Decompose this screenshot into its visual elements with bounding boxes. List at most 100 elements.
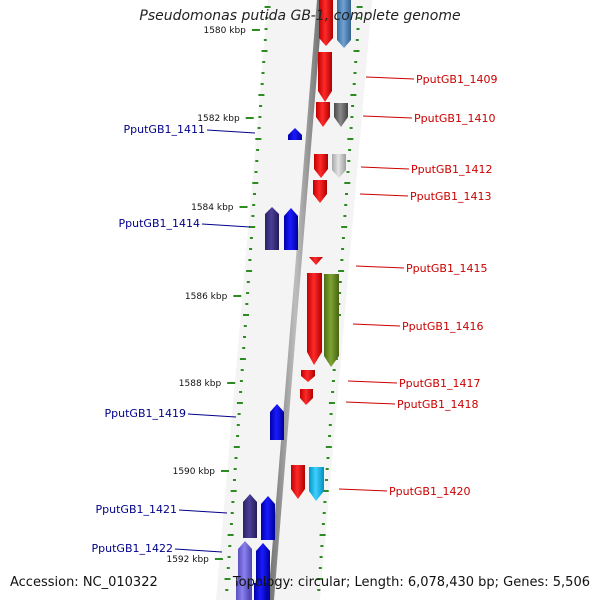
gene-arrow-1420[interactable]	[291, 465, 305, 499]
tick-mark	[233, 479, 236, 481]
tick-mark	[316, 578, 323, 580]
tick-mark	[345, 193, 348, 195]
tick-mark	[226, 567, 230, 569]
gene-leader-line	[187, 413, 237, 418]
scale-label: 1580 kbp	[203, 26, 246, 36]
tick-mark	[353, 50, 360, 52]
tick-mark	[325, 468, 329, 470]
tick-mark	[355, 39, 359, 41]
scale-label: 1582 kbp	[197, 114, 240, 124]
gene-arrow-1410[interactable]	[316, 102, 330, 127]
gene-label-pputgb1_1413[interactable]: PputGB1_1413	[410, 190, 491, 203]
tick-mark	[338, 292, 342, 294]
tick-mark	[350, 116, 354, 118]
tick-mark	[349, 127, 353, 129]
gene-label-pputgb1_1418[interactable]: PputGB1_1418	[397, 398, 478, 411]
tick-mark	[341, 248, 345, 250]
gene-label-pputgb1_1411[interactable]: PputGB1_1411	[124, 123, 205, 136]
tick-mark	[246, 292, 250, 294]
gene-arrow-1414-homolog[interactable]	[265, 207, 279, 250]
tick-mark	[325, 479, 328, 481]
tick-mark	[322, 512, 326, 514]
scale-tick	[251, 29, 260, 31]
tick-mark	[225, 589, 229, 591]
tick-mark	[243, 325, 247, 327]
gene-leader-line	[355, 265, 405, 269]
gene-arrow-1415[interactable]	[309, 257, 323, 265]
tick-mark	[351, 105, 355, 107]
tick-mark	[256, 149, 260, 151]
tick-mark	[263, 39, 267, 41]
tick-mark	[341, 237, 345, 239]
genome-backbone	[268, 0, 323, 600]
gene-arrow-1417[interactable]	[301, 370, 315, 382]
gene-label-pputgb1_1417[interactable]: PputGB1_1417	[399, 377, 480, 390]
gene-arrow-1421-homolog[interactable]	[243, 494, 257, 538]
tick-mark	[253, 193, 256, 195]
gene-arrow-1408b[interactable]	[337, 0, 351, 48]
gene-arrow-1409[interactable]	[318, 52, 332, 102]
tick-mark	[328, 402, 335, 404]
gene-arrow-1408[interactable]	[319, 0, 333, 46]
tick-mark	[257, 127, 261, 129]
scale-label: 1590 kbp	[173, 467, 216, 477]
gene-leader-line	[174, 548, 223, 553]
gene-arrows	[236, 0, 351, 600]
gene-arrow-1412[interactable]	[314, 154, 328, 178]
scale-tick	[233, 295, 242, 297]
gene-arrow-1416[interactable]	[307, 273, 322, 365]
gene-arrow-1423[interactable]	[254, 583, 268, 600]
tick-mark	[255, 160, 259, 162]
tick-mark	[264, 28, 268, 30]
tick-mark	[340, 259, 344, 261]
gene-arrow-1412-homolog[interactable]	[332, 154, 346, 178]
tick-mark	[328, 435, 332, 437]
tick-mark	[249, 226, 256, 228]
gene-arrow-1423-homolog[interactable]	[236, 581, 250, 600]
topology-text: Topology: circular; Length: 6,078,430 bp…	[232, 575, 590, 590]
gene-label-pputgb1_1419[interactable]: PputGB1_1419	[105, 407, 186, 420]
tick-mark	[249, 237, 253, 239]
tick-mark	[343, 215, 347, 217]
gene-label-pputgb1_1415[interactable]: PputGB1_1415	[406, 262, 487, 275]
tick-mark	[317, 589, 321, 591]
gene-label-pputgb1_1409[interactable]: PputGB1_1409	[416, 73, 497, 86]
gene-label-pputgb1_1421[interactable]: PputGB1_1421	[96, 503, 177, 516]
gene-arrow-1418[interactable]	[300, 389, 313, 405]
accession-text: Accession: NC_010322	[10, 575, 158, 590]
gene-label-pputgb1_1412[interactable]: PputGB1_1412	[411, 163, 492, 176]
tick-mark	[236, 424, 240, 426]
gene-arrow-1411[interactable]	[288, 128, 302, 140]
gene-label-pputgb1_1416[interactable]: PputGB1_1416	[402, 320, 483, 333]
tick-mark	[354, 61, 358, 63]
gene-arrow-1414[interactable]	[284, 208, 298, 250]
gene-arrow-1421[interactable]	[261, 496, 275, 540]
scale-tick	[221, 470, 229, 472]
tick-mark	[321, 523, 325, 525]
tick-mark	[346, 171, 350, 173]
tick-mark	[261, 72, 265, 74]
gene-leader-line	[362, 115, 413, 119]
tick-mark	[230, 490, 237, 492]
gene-label-pputgb1_1414[interactable]: PputGB1_1414	[119, 217, 200, 230]
gene-arrow-1419[interactable]	[270, 404, 284, 440]
gene-arrow-1413[interactable]	[313, 180, 327, 203]
tick-mark	[319, 534, 326, 536]
tick-mark	[243, 336, 246, 338]
gene-arrow-1416-homolog[interactable]	[324, 274, 339, 367]
gene-arrow-1410-homolog[interactable]	[334, 103, 348, 127]
gene-arrow-1420-homolog[interactable]	[309, 467, 324, 501]
gene-leader-line	[365, 76, 415, 80]
gene-label-pputgb1_1422[interactable]: PputGB1_1422	[92, 542, 173, 555]
tick-mark	[246, 270, 253, 272]
tick-mark	[233, 468, 237, 470]
tick-mark	[227, 556, 231, 558]
tick-mark	[265, 17, 269, 19]
tick-mark	[255, 138, 262, 140]
gene-label-pputgb1_1410[interactable]: PputGB1_1410	[414, 112, 495, 125]
tick-mark	[356, 28, 360, 30]
scale-label: 1588 kbp	[179, 379, 222, 389]
gene-label-pputgb1_1420[interactable]: PputGB1_1420	[389, 485, 470, 498]
scale-labels: 1580 kbp 1582 kbp 1584 kbp 1586 kbp 1588 kbp…	[166, 26, 260, 565]
tick-mark	[233, 446, 240, 448]
